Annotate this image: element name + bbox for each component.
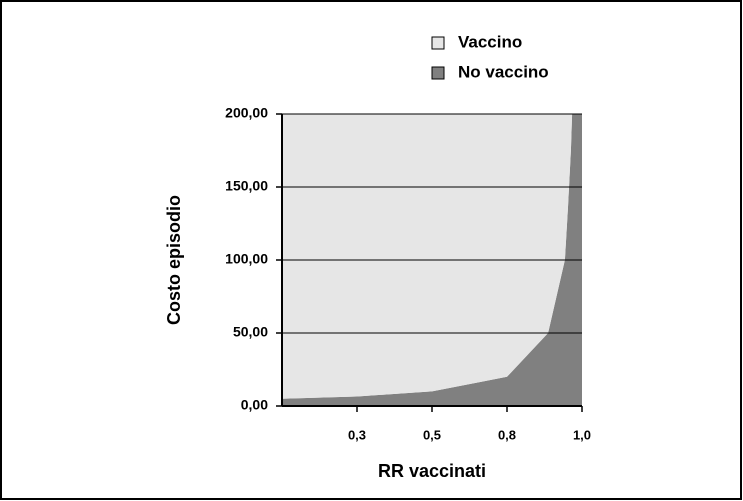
y-axis-title: Costo episodio [164, 195, 184, 325]
x-tick-label: 0,3 [348, 427, 366, 442]
y-tick-label: 50,00 [233, 324, 268, 340]
x-tick-label: 0,8 [498, 427, 516, 442]
y-tick-label: 100,00 [225, 251, 268, 267]
area [282, 114, 582, 399]
area [282, 114, 582, 406]
x-tick-label: 1,0 [573, 427, 591, 442]
legend-swatch [431, 36, 445, 50]
y-tick-label: 150,00 [225, 178, 268, 194]
legend-label: No vaccino [458, 62, 549, 81]
y-tick-label: 0,00 [241, 397, 268, 413]
y-tick-label: 200,00 [225, 105, 268, 121]
legend-label: Vaccino [458, 32, 522, 51]
x-axis-title: RR vaccinati [378, 461, 486, 481]
x-tick-label: 0,5 [423, 427, 441, 442]
legend-swatch [431, 66, 445, 80]
